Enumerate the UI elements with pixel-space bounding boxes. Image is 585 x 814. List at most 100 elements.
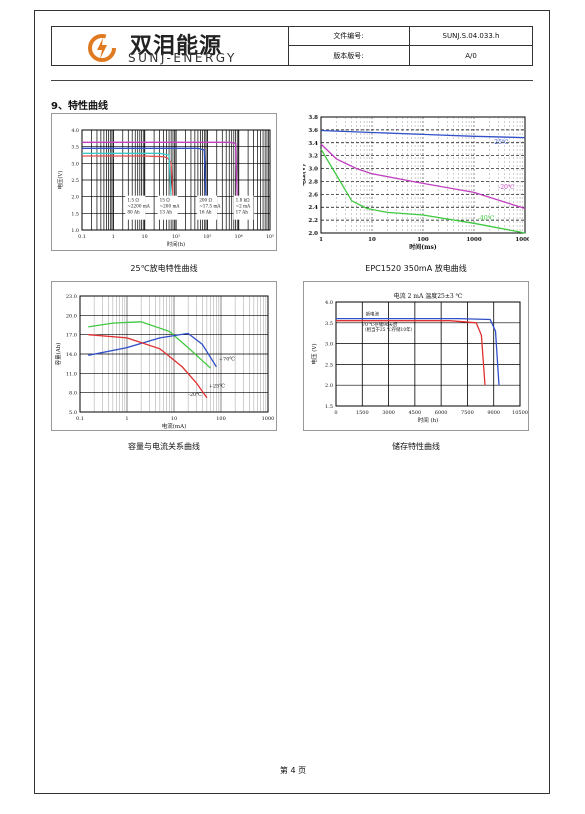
y-axis-label: 容量(Ah) bbox=[54, 343, 62, 366]
y-tick-label: 3.0 bbox=[308, 167, 318, 173]
x-tick-label: 100 bbox=[417, 237, 429, 243]
page-frame: 双泪能源 SUNJ-ENERGY 文件编号: SUNJ.S.04.033.h 版… bbox=[34, 10, 550, 794]
logo-english-text: SUNJ-ENERGY bbox=[128, 51, 237, 65]
y-tick-label: 23.0 bbox=[66, 294, 77, 300]
annotation-text: （相当于25 ℃存储10年） bbox=[362, 326, 415, 333]
y-tick-label: 17.0 bbox=[66, 333, 77, 339]
version-label: 版本版号: bbox=[288, 46, 410, 65]
series-line bbox=[320, 143, 526, 210]
x-tick-label: 6000 bbox=[435, 410, 448, 416]
series-line bbox=[82, 141, 238, 197]
y-tick-label: 3.8 bbox=[308, 115, 318, 121]
caption-chart-4: 储存特性曲线 bbox=[392, 442, 440, 451]
y-tick-label: 3.6 bbox=[308, 128, 318, 134]
logo: 双泪能源 SUNJ-ENERGY bbox=[52, 27, 289, 65]
annotation-bg bbox=[233, 195, 254, 220]
series-line bbox=[82, 147, 207, 197]
y-tick-label: 3.2 bbox=[308, 154, 318, 160]
series-label: -20℃ bbox=[498, 184, 515, 191]
x-tick-label: 4500 bbox=[408, 410, 421, 416]
y-axis-label: 电压 (V) bbox=[310, 343, 318, 364]
x-tick-label: 10 bbox=[171, 416, 177, 422]
chart-storage-svg: 0 1500 3000 4500 6000 7500 9000 10500 1.5 2.0 2.5 3… bbox=[310, 292, 528, 424]
doc-number-label: 文件编号: bbox=[288, 27, 410, 46]
series-label: 25℃ bbox=[494, 139, 509, 146]
series-line bbox=[82, 152, 172, 197]
series-label: -20℃ bbox=[188, 392, 202, 398]
y-tick-label: 8.0 bbox=[69, 391, 77, 397]
x-tick-label: 10000 bbox=[515, 237, 529, 243]
doc-number-value: SUNJ.S.04.033.h bbox=[410, 27, 532, 46]
x-tick-label: 1 bbox=[319, 237, 323, 243]
x-tick-label: 10 bbox=[142, 234, 148, 240]
annotation-text: 13 Ah bbox=[160, 210, 173, 215]
annotation-text: 17 Ah bbox=[236, 210, 249, 215]
x-tick-label: 10³ bbox=[203, 234, 211, 240]
y-tick-label: 1.0 bbox=[71, 228, 79, 234]
x-tick-label: 1500 bbox=[356, 410, 369, 416]
x-axis-label: 时间 (h) bbox=[418, 416, 439, 424]
annotation-text: ~200 mA bbox=[160, 204, 181, 209]
x-tick-label: 0.1 bbox=[78, 234, 86, 240]
y-tick-label: 2.0 bbox=[71, 195, 79, 201]
y-tick-label: 2.5 bbox=[325, 362, 333, 368]
version-value: A/0 bbox=[465, 51, 477, 60]
annotation-text: 80 Ah bbox=[127, 210, 140, 215]
annotation-text: 70 ℃存储90天后 bbox=[362, 321, 398, 328]
series-line bbox=[320, 129, 526, 139]
y-tick-label: 2.6 bbox=[308, 192, 318, 198]
annotation-text: 1.5 Ω bbox=[127, 198, 139, 203]
annotation-text: ~17.5 mA bbox=[199, 204, 221, 209]
document-header: 双泪能源 SUNJ-ENERGY 文件编号: SUNJ.S.04.033.h 版… bbox=[51, 26, 533, 66]
y-tick-label: 2.2 bbox=[308, 218, 318, 224]
x-tick-label: 3000 bbox=[382, 410, 395, 416]
y-tick-label: 2.8 bbox=[308, 179, 318, 185]
series-line bbox=[320, 148, 526, 234]
annotation-text: ~2200 mA bbox=[127, 204, 150, 209]
y-axis-label: 电压(V) bbox=[56, 171, 64, 190]
y-tick-label: 1.5 bbox=[325, 404, 333, 410]
x-axis-label: 电流(mA) bbox=[162, 422, 186, 430]
y-tick-label: 14.0 bbox=[66, 352, 77, 358]
y-tick-label: 2.4 bbox=[308, 205, 318, 211]
x-tick-label: 9000 bbox=[487, 410, 500, 416]
y-tick-label: 1.5 bbox=[71, 211, 79, 217]
annotation-text: 新电池 bbox=[366, 310, 380, 317]
chart-discharge-25c: 0.1 1 10 10² 10³ 10⁴ 10⁵ 1.0 1.5 2.0 2.5 3.0 3.5 4.0 时… bbox=[51, 113, 277, 251]
y-axis-label: 电压(V) bbox=[303, 164, 307, 186]
y-tick-label: 20.0 bbox=[66, 313, 77, 319]
annotation-text: 1.8 kΩ bbox=[236, 198, 251, 203]
caption-chart-2: EPC1520 350mA 放电曲线 bbox=[365, 264, 467, 273]
x-tick-label: 10² bbox=[172, 234, 180, 240]
series-label: +70℃ bbox=[219, 356, 236, 362]
series-line bbox=[336, 320, 486, 386]
y-tick-label: 4.0 bbox=[71, 128, 79, 134]
plot-area bbox=[335, 301, 521, 407]
y-tick-label: 2.5 bbox=[71, 178, 79, 184]
y-tick-label: 2.0 bbox=[325, 383, 333, 389]
y-tick-label: 4.0 bbox=[325, 300, 333, 306]
y-tick-label: 11.0 bbox=[66, 371, 77, 377]
x-tick-label: 10500 bbox=[512, 410, 528, 416]
y-tick-label: 3.5 bbox=[71, 145, 79, 151]
y-tick-label: 3.4 bbox=[308, 141, 318, 147]
y-tick-label: 3.0 bbox=[71, 161, 79, 167]
x-tick-label: 1000 bbox=[466, 237, 481, 243]
section-title: 9、特性曲线 bbox=[51, 101, 108, 112]
x-tick-label: 7500 bbox=[461, 410, 474, 416]
x-axis-label: 时间(h) bbox=[167, 240, 185, 248]
chart-storage: 0 1500 3000 4500 6000 7500 9000 10500 1.5 2.0 2.5 3… bbox=[303, 281, 529, 431]
annotation-bg bbox=[197, 195, 218, 220]
y-tick-label: 2.0 bbox=[308, 231, 318, 237]
x-tick-label: 10 bbox=[368, 237, 376, 243]
series-line bbox=[88, 332, 217, 368]
series-line bbox=[88, 334, 208, 399]
x-tick-label: 10⁵ bbox=[266, 234, 274, 240]
x-tick-label: 0.1 bbox=[76, 416, 84, 422]
lightning-ring-icon bbox=[88, 34, 116, 62]
x-tick-label: 10⁴ bbox=[235, 234, 243, 240]
chart-discharge-25c-svg: 0.1 1 10 10² 10³ 10⁴ 10⁵ 1.0 1.5 2.0 2.5 3.0 3.5 4.0 时… bbox=[56, 128, 274, 248]
series-label: -40℃ bbox=[478, 215, 495, 222]
header-rule bbox=[51, 80, 533, 81]
chart-epc1520-svg: 1 10 100 1000 10000 2.0 2.2 2.4 2.6 2.8 3.0 3.2 3.4 3… bbox=[299, 115, 535, 251]
